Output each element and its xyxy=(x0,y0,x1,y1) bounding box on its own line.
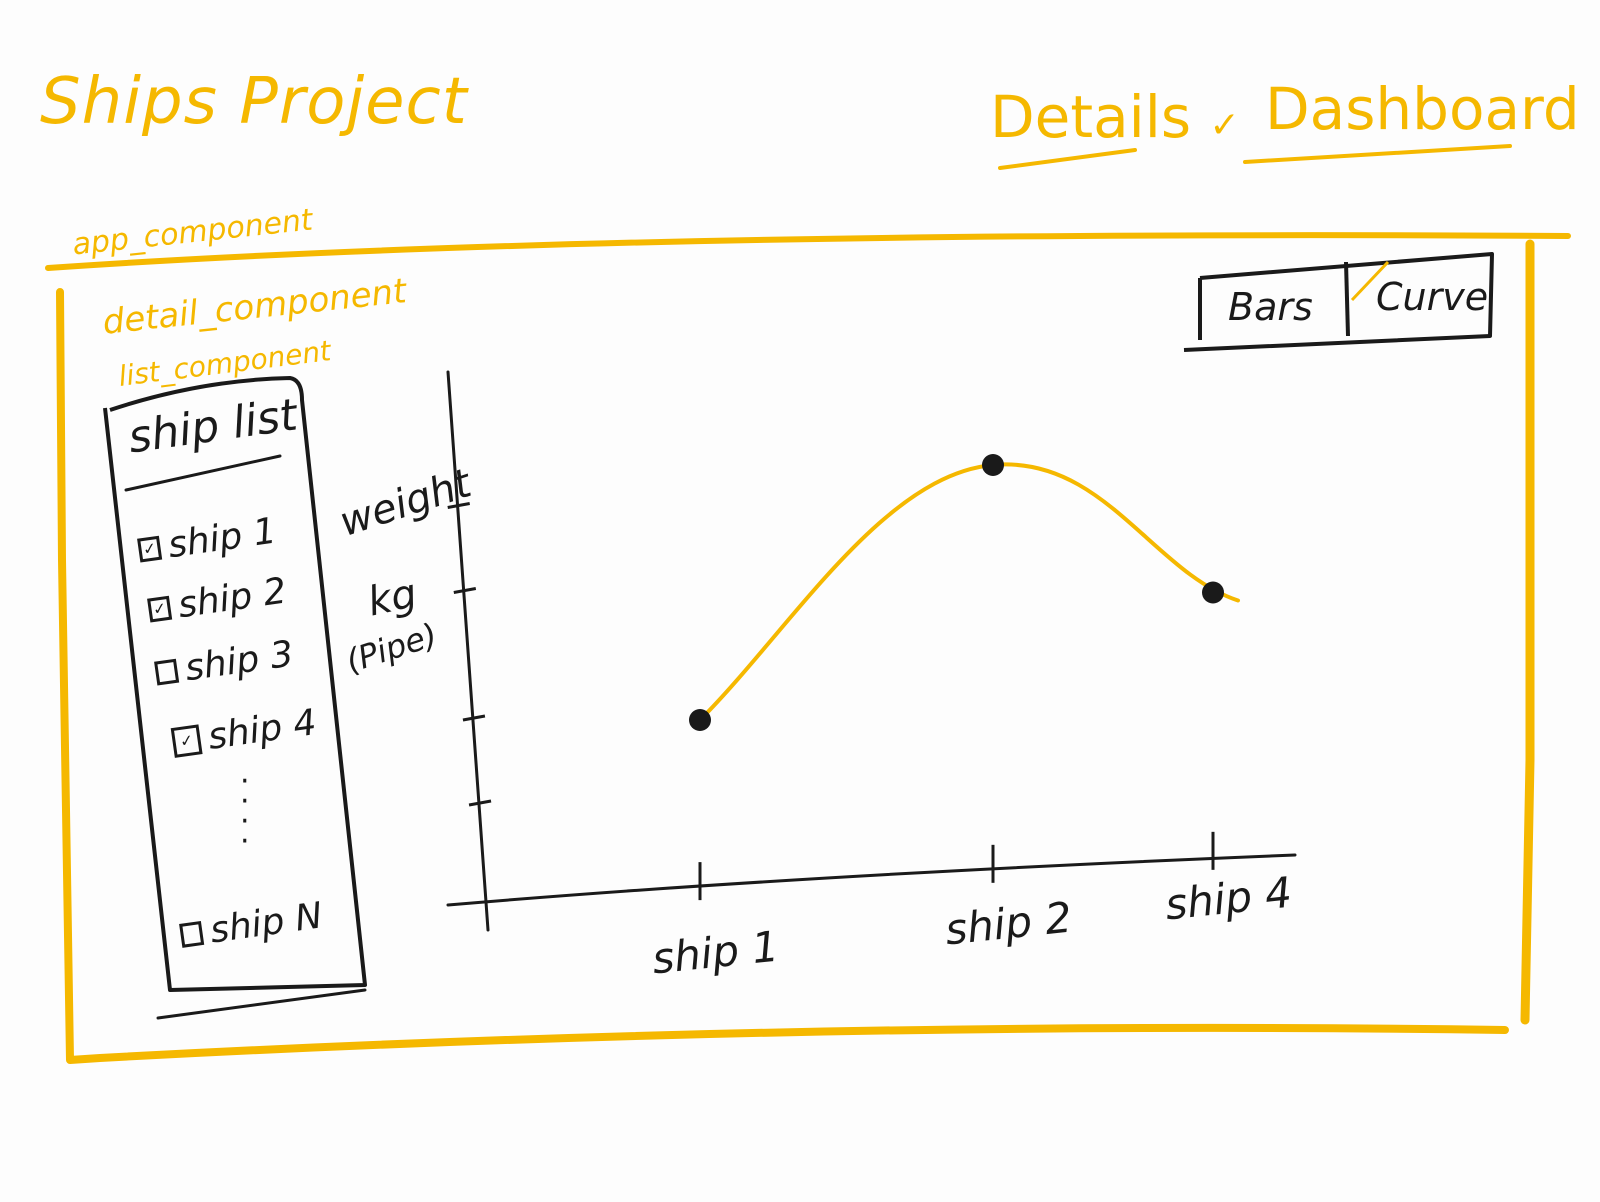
data-point xyxy=(1202,581,1224,604)
checkbox-unchecked-icon[interactable] xyxy=(179,920,205,948)
data-point xyxy=(689,709,711,731)
curve-toggle-button[interactable]: Curve xyxy=(1376,275,1489,319)
weight-line-chart xyxy=(446,370,1297,932)
nav-details-label: Details xyxy=(990,83,1192,151)
y-axis-tick xyxy=(468,799,492,807)
checkbox-checked-icon[interactable]: ✓ xyxy=(147,595,173,623)
detail-component-right-border xyxy=(1520,239,1535,1025)
data-point xyxy=(982,454,1004,476)
data-series-line xyxy=(698,462,1240,722)
checkbox-checked-icon[interactable]: ✓ xyxy=(170,723,203,758)
page-title: Ships Project xyxy=(40,65,468,139)
detail-component-border xyxy=(56,288,1509,1064)
y-axis-line xyxy=(446,370,490,932)
y-axis-tick xyxy=(453,587,477,594)
ship-list-title-underline xyxy=(124,454,282,492)
y-axis-tick xyxy=(447,502,470,509)
checkbox-unchecked-icon[interactable] xyxy=(154,658,180,686)
checkbox-checked-icon[interactable]: ✓ xyxy=(137,535,163,563)
y-axis-tick xyxy=(462,714,486,722)
nav-details-link[interactable]: Details ✓ xyxy=(990,88,1240,146)
ship-list-border xyxy=(103,376,367,992)
more-items-ellipsis: · · · · xyxy=(240,764,250,859)
y-axis-label-line2: kg xyxy=(363,570,421,626)
nav-dashboard-link[interactable]: Dashboard xyxy=(1265,75,1580,143)
checkmark-icon: ✓ xyxy=(1209,105,1240,146)
bars-toggle-button[interactable]: Bars xyxy=(1228,285,1313,329)
app-component-divider xyxy=(45,232,1571,271)
x-axis-line xyxy=(446,853,1297,907)
